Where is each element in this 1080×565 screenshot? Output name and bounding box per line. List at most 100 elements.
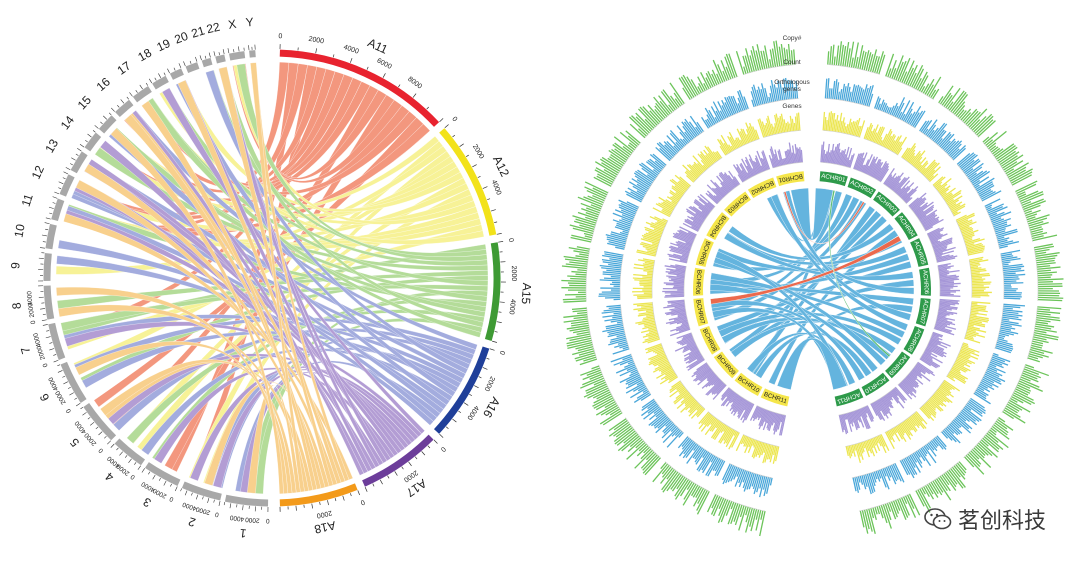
track-bar	[653, 414, 667, 427]
track-bar	[676, 323, 689, 329]
track-bar	[985, 370, 1000, 378]
track-bar	[742, 470, 748, 483]
track-bar	[979, 383, 988, 389]
track-bar	[664, 295, 685, 298]
track-bar	[1037, 274, 1053, 277]
track-bar	[916, 210, 924, 217]
track-bar	[714, 459, 724, 476]
track-bar	[790, 50, 794, 65]
track-bar	[838, 150, 843, 166]
track-bar	[932, 332, 943, 338]
track-bar	[991, 356, 1006, 363]
track-bar	[878, 469, 887, 488]
track-bar	[586, 383, 607, 394]
track-bar	[643, 266, 654, 270]
track-bar	[747, 172, 752, 179]
track-bar	[904, 419, 914, 431]
track-bar	[609, 156, 624, 167]
track-bar	[686, 218, 701, 228]
track-bar	[737, 400, 749, 419]
track-bar	[707, 152, 716, 163]
track-bar	[935, 321, 948, 327]
track-bar	[748, 472, 755, 490]
tick-label: 4000	[465, 404, 480, 421]
track-bar	[957, 214, 975, 224]
track-bar	[976, 119, 994, 136]
track-bar	[919, 120, 927, 132]
chord-ribbon	[218, 66, 334, 487]
synteny-link	[776, 338, 848, 391]
track-bar	[745, 48, 753, 73]
track-bar	[938, 269, 960, 274]
track-bar	[875, 160, 887, 180]
track-bar	[943, 473, 957, 491]
track-bar	[904, 377, 917, 389]
track-bar	[719, 139, 729, 154]
track-bar	[928, 231, 941, 239]
track-bar	[937, 312, 950, 316]
track-bar	[897, 60, 907, 82]
track-bar	[655, 203, 673, 214]
track-bar	[876, 506, 881, 515]
track-bar	[652, 347, 664, 353]
track-bar	[997, 239, 1008, 244]
track-bar	[858, 120, 866, 138]
axis-tick	[357, 490, 360, 496]
track-bar	[892, 388, 906, 404]
track-bar	[737, 90, 746, 111]
track-bar	[951, 420, 960, 429]
track-bar	[743, 66, 747, 75]
axis-tick	[242, 505, 244, 511]
track-bar	[960, 225, 970, 231]
track-bar	[950, 148, 960, 158]
chord-ribbon	[205, 69, 469, 375]
track-bar	[722, 70, 728, 81]
watermark-text: 茗创科技	[957, 509, 1046, 534]
track-bar	[877, 435, 887, 454]
track-bar	[567, 275, 587, 278]
track-bar	[840, 117, 845, 133]
track-bar	[898, 383, 910, 395]
track-bar	[774, 446, 780, 462]
track-bar	[906, 456, 918, 475]
track-bar	[682, 125, 694, 140]
tick-label: 0	[439, 445, 447, 453]
track-bar	[749, 122, 757, 141]
track-bar	[769, 148, 777, 168]
track-bar	[696, 362, 708, 371]
track-bar	[961, 409, 977, 422]
track-bar	[992, 352, 999, 356]
track-bar	[934, 392, 947, 403]
track-bar	[725, 66, 732, 80]
track-bar	[698, 198, 713, 211]
track-bar	[969, 258, 983, 263]
track-bar	[863, 154, 873, 174]
track-bar	[614, 148, 629, 160]
axis-tick	[119, 451, 123, 456]
track-bar	[728, 131, 739, 149]
track-bar	[979, 190, 994, 199]
track-bar	[608, 306, 621, 310]
track-bar	[752, 168, 757, 176]
synteny-link	[782, 190, 912, 321]
track-bar	[922, 352, 933, 360]
track-bar	[924, 218, 944, 231]
track-bar	[850, 445, 854, 454]
track-bar	[579, 224, 595, 230]
track-baseline	[690, 76, 739, 100]
track-bar	[831, 112, 836, 132]
track-bar	[788, 149, 792, 164]
track-bar	[997, 146, 1018, 162]
track-bar	[920, 212, 936, 223]
track-bar	[922, 404, 937, 419]
track-bar	[647, 338, 660, 344]
track-bar	[684, 351, 701, 362]
track-bar	[764, 87, 769, 104]
track-bar	[669, 381, 682, 392]
track-bar	[857, 476, 861, 483]
track-bar	[609, 408, 621, 416]
track-bar	[663, 141, 677, 155]
track-bar	[642, 324, 657, 330]
track-bar	[671, 302, 685, 305]
track-bar	[639, 163, 658, 178]
